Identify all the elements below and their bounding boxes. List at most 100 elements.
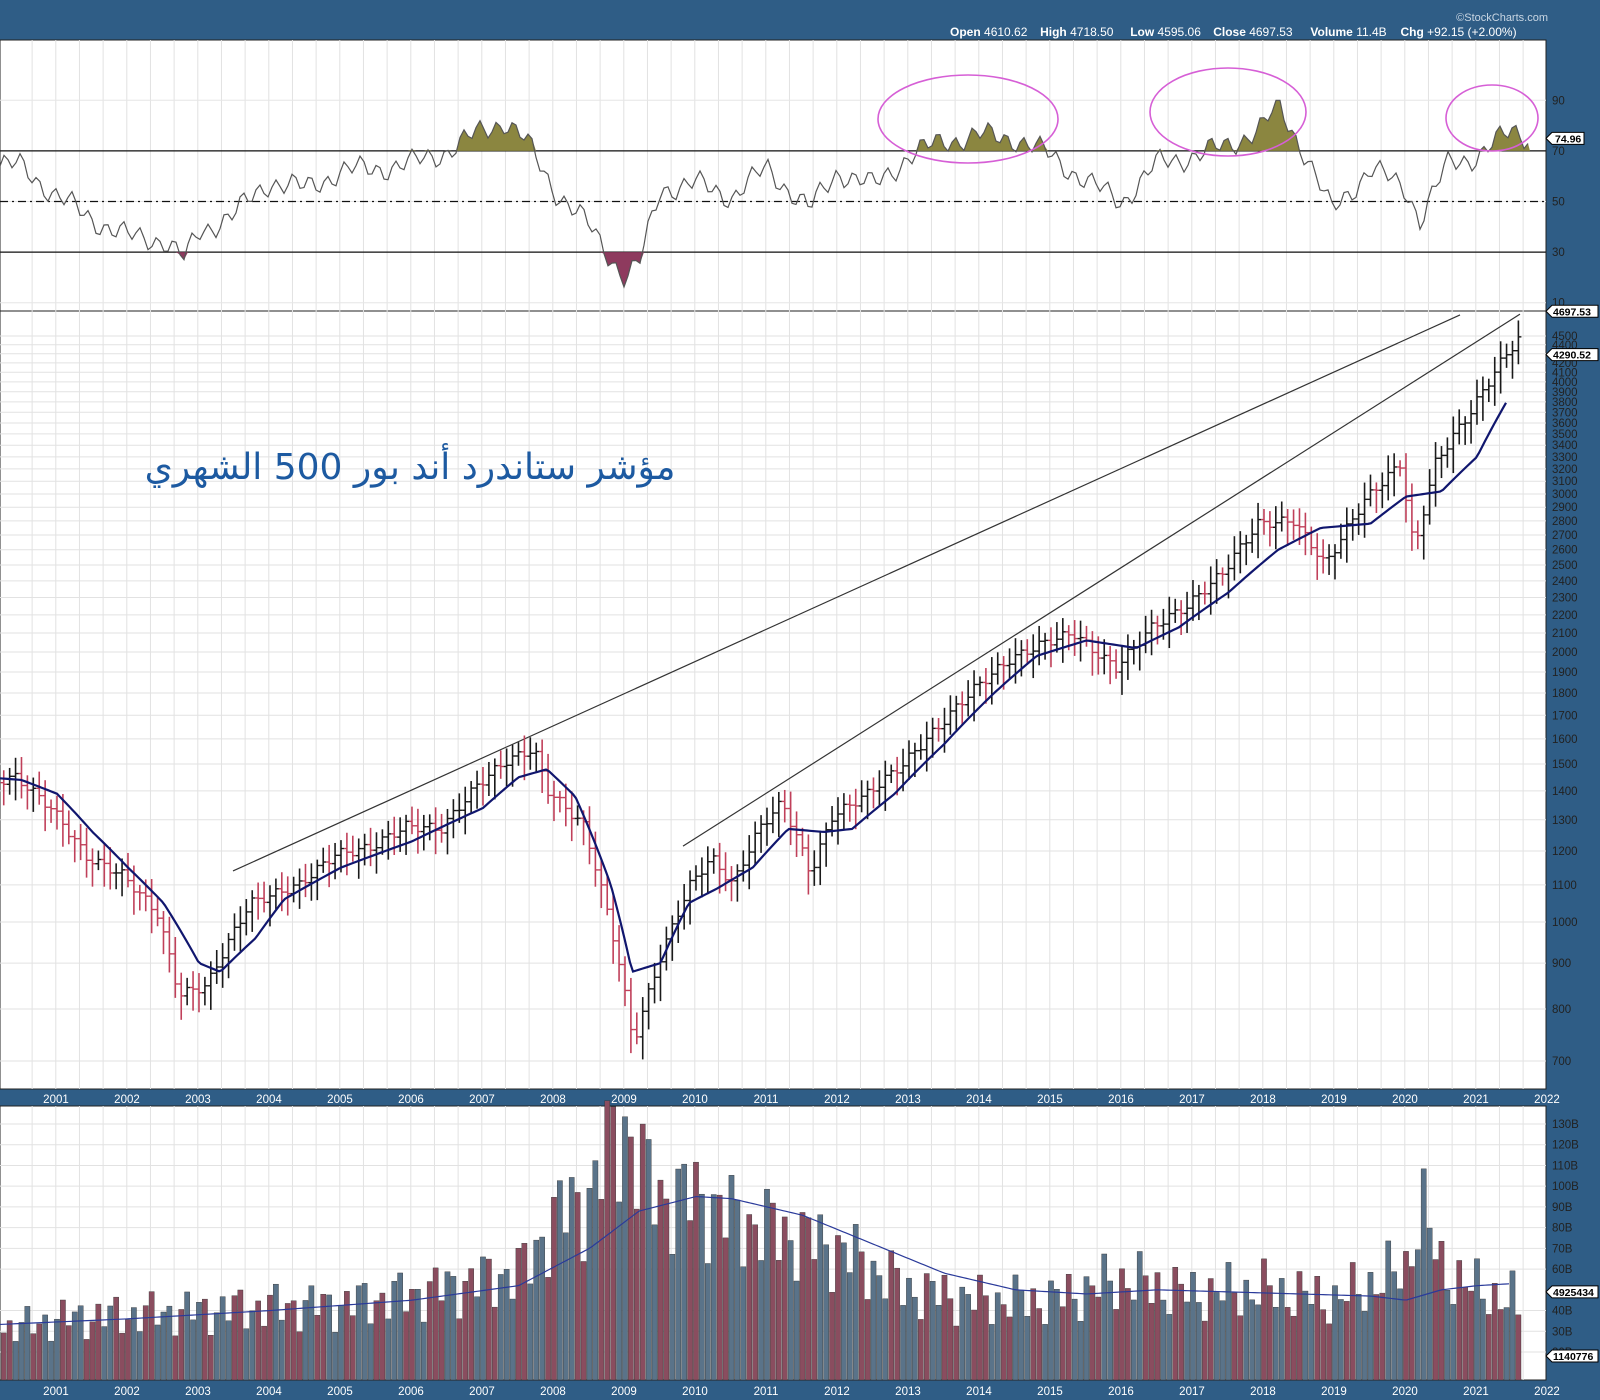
rsi-tick-label: 30 bbox=[1552, 247, 1565, 259]
price-tick-label: 2300 bbox=[1552, 593, 1578, 605]
volume-last-label: 1140776 bbox=[1553, 1351, 1593, 1363]
volume-bar bbox=[1444, 1289, 1451, 1381]
price-tick-label: 900 bbox=[1552, 958, 1571, 970]
volume-bar bbox=[267, 1294, 273, 1381]
volume-bar bbox=[1160, 1299, 1167, 1381]
volume-bar bbox=[811, 1259, 818, 1381]
volume-bar bbox=[332, 1331, 338, 1381]
volume-tick-label: 70B bbox=[1552, 1243, 1573, 1255]
volume-bar bbox=[492, 1306, 498, 1381]
volume-bar bbox=[421, 1321, 427, 1381]
volume-bar bbox=[1438, 1241, 1445, 1381]
volume-bar bbox=[1397, 1288, 1403, 1381]
volume-bar bbox=[894, 1267, 900, 1381]
price-tick-label: 4100 bbox=[1552, 367, 1578, 379]
volume-bar bbox=[480, 1256, 486, 1381]
volume-bar bbox=[628, 1136, 634, 1381]
volume-bar bbox=[1332, 1285, 1338, 1381]
volume-tick-label: 110B bbox=[1552, 1160, 1578, 1172]
price-tick-label: 2500 bbox=[1552, 560, 1578, 572]
volume-bar bbox=[101, 1326, 108, 1381]
volume-bar bbox=[1361, 1311, 1368, 1381]
rsi-tick-label: 50 bbox=[1552, 197, 1565, 209]
volume-bar bbox=[249, 1310, 256, 1381]
price-tick-label: 1300 bbox=[1552, 815, 1578, 827]
volume-bar bbox=[906, 1277, 912, 1381]
volume-bar bbox=[1125, 1288, 1131, 1381]
volume-value-tag bbox=[1545, 1285, 1599, 1299]
price-tick-label: 2200 bbox=[1552, 610, 1578, 622]
moving-average-line bbox=[0, 402, 1507, 973]
volume-bar bbox=[639, 1123, 646, 1381]
volume-bar bbox=[208, 1334, 214, 1381]
price-value-tag bbox=[1545, 348, 1599, 362]
volume-bar bbox=[1379, 1292, 1386, 1381]
volume-bar bbox=[403, 1311, 409, 1381]
volume-bar bbox=[1290, 1315, 1297, 1381]
volume-bar bbox=[622, 1116, 628, 1381]
rsi-value-tag bbox=[1545, 131, 1585, 145]
x-tick-label: 2022 bbox=[1534, 1386, 1560, 1398]
volume-bar bbox=[1184, 1301, 1190, 1381]
x-tick-label: 2015 bbox=[1037, 1094, 1063, 1106]
volume-bar bbox=[462, 1281, 469, 1381]
volume-bar bbox=[77, 1305, 84, 1381]
x-tick-label: 2017 bbox=[1179, 1386, 1205, 1398]
brand-label: ©StockCharts.com bbox=[1456, 12, 1548, 24]
x-tick-label: 2012 bbox=[824, 1094, 850, 1106]
volume-bar bbox=[752, 1224, 758, 1381]
volume-bar bbox=[486, 1258, 492, 1381]
volume-bar bbox=[574, 1192, 581, 1381]
price-tick-label: 2900 bbox=[1552, 502, 1578, 514]
x-tick-label: 2014 bbox=[966, 1386, 992, 1398]
price-tick-label: 700 bbox=[1552, 1056, 1571, 1068]
price-panel bbox=[0, 310, 1547, 1090]
volume-bar bbox=[497, 1274, 504, 1381]
volume-bar bbox=[912, 1296, 918, 1381]
volume-bar bbox=[1403, 1251, 1409, 1381]
volume-bar bbox=[231, 1295, 238, 1381]
volume-bar bbox=[965, 1294, 971, 1381]
volume-bar bbox=[746, 1214, 753, 1381]
volume-bar bbox=[959, 1286, 966, 1381]
volume-bar bbox=[1450, 1304, 1457, 1381]
volume-bar bbox=[1089, 1285, 1096, 1381]
volume-bar bbox=[900, 1305, 906, 1381]
x-tick-label: 2007 bbox=[469, 1094, 495, 1106]
x-tick-label: 2005 bbox=[327, 1094, 353, 1106]
volume-bar bbox=[835, 1235, 841, 1381]
volume-bar bbox=[30, 1333, 37, 1381]
volume-bar bbox=[1202, 1320, 1208, 1381]
rsi-value-label: 74.96 bbox=[1555, 133, 1581, 145]
volume-bar bbox=[740, 1266, 747, 1381]
x-tick-label: 2009 bbox=[611, 1386, 637, 1398]
volume-bar bbox=[0, 1332, 7, 1381]
volume-bar bbox=[137, 1331, 143, 1381]
highlight-circle bbox=[1149, 67, 1307, 157]
volume-bar bbox=[1083, 1276, 1090, 1381]
volume-bar bbox=[1101, 1253, 1108, 1381]
volume-bar bbox=[1261, 1258, 1267, 1381]
volume-bar bbox=[953, 1325, 960, 1381]
volume-bar bbox=[977, 1274, 983, 1381]
header-low: Low 4595.06 bbox=[1130, 25, 1201, 39]
volume-bar bbox=[1267, 1285, 1273, 1381]
price-tick-label: 2700 bbox=[1552, 530, 1578, 542]
volume-bar bbox=[237, 1289, 244, 1381]
ohlc-header: Open 4610.62 High 4718.50 Low 4595.06 Close… bbox=[950, 25, 1517, 39]
x-tick-label: 2007 bbox=[469, 1386, 495, 1398]
price-tick-label: 3000 bbox=[1552, 489, 1578, 501]
volume-bar bbox=[385, 1318, 392, 1381]
volume-bar bbox=[66, 1325, 72, 1381]
volume-ma-label: 4925434 bbox=[1553, 1287, 1594, 1299]
volume-bar bbox=[994, 1292, 1001, 1381]
volume-bar bbox=[947, 1298, 954, 1381]
volume-bar bbox=[1432, 1259, 1439, 1381]
header-label: Low bbox=[1130, 25, 1157, 39]
price-tick-label: 3500 bbox=[1552, 429, 1578, 441]
volume-bar bbox=[1302, 1290, 1309, 1381]
volume-bar bbox=[1273, 1306, 1279, 1381]
volume-bar bbox=[166, 1305, 173, 1381]
volume-bar bbox=[1255, 1304, 1261, 1381]
